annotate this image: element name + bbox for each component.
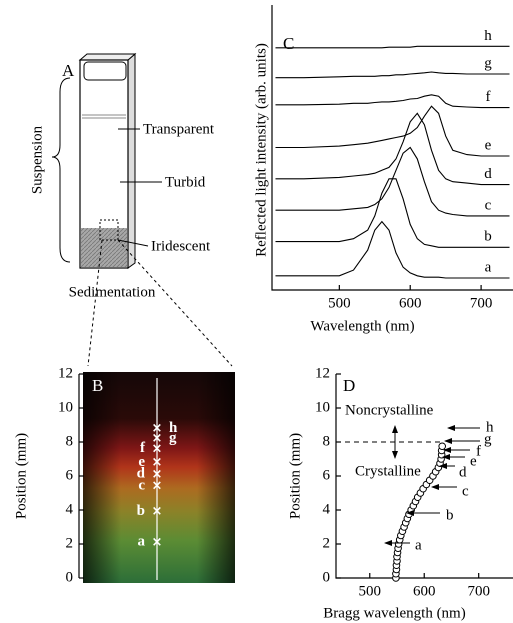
sediment: [81, 228, 127, 267]
point: [438, 442, 447, 451]
y-axis-label: Position (mm): [287, 433, 303, 519]
series-label: a: [485, 259, 492, 275]
label: Iridescent: [151, 238, 211, 254]
y-tick-label: 0: [66, 569, 74, 585]
photo-shade: [83, 372, 235, 583]
label: Transparent: [143, 121, 215, 137]
leader: [117, 239, 149, 247]
series-label: c: [485, 197, 492, 213]
label: Turbid: [165, 174, 206, 190]
spectrum: [275, 45, 510, 49]
brace: [51, 77, 71, 263]
tube-top: [78, 53, 137, 61]
spectrum: [275, 105, 510, 157]
marker: ×: [152, 467, 163, 482]
arrow-label: h: [486, 419, 494, 435]
marker-label: b: [137, 503, 145, 519]
arrow-label: e: [470, 453, 477, 469]
panel-label: B: [92, 376, 103, 395]
x-tick-label: 500: [359, 583, 382, 599]
marker: ×: [152, 431, 163, 446]
series-label: e: [485, 137, 492, 153]
spectrum: [275, 146, 510, 217]
panel-label: A: [62, 61, 75, 80]
marker-label: d: [137, 466, 146, 482]
y-tick-label: 12: [58, 365, 73, 381]
spectrum: [275, 112, 510, 186]
series-label: f: [486, 89, 491, 105]
axis-frame: [271, 5, 513, 291]
marker-label: a: [138, 534, 146, 550]
panel-label: D: [343, 376, 355, 395]
arrow-label: g: [484, 431, 492, 447]
x-tick-label: 700: [467, 583, 490, 599]
series-label: g: [484, 55, 492, 71]
spectrum: [275, 71, 510, 79]
y-axis-label: Position (mm): [13, 433, 29, 519]
label: Sedimentation: [69, 284, 156, 300]
panel-a: A Transparent Turbid Iridescent Suspensi…: [29, 52, 233, 367]
y-tick-label: 6: [66, 467, 74, 483]
y-tick-label: 12: [315, 365, 330, 381]
x-tick-label: 600: [413, 583, 436, 599]
x-axis-label: Bragg wavelength (nm): [323, 605, 465, 621]
marker: ×: [152, 421, 163, 436]
marker: ×: [152, 479, 163, 494]
y-tick-label: 10: [58, 399, 73, 415]
x-tick-label: 600: [399, 295, 422, 311]
region-label: Crystalline: [355, 463, 421, 479]
marker-label: e: [138, 454, 145, 470]
arrow-label: d: [459, 464, 467, 480]
marker-label: c: [138, 478, 145, 494]
y-tick-label: 4: [66, 501, 74, 517]
y-tick-label: 10: [315, 399, 330, 415]
x-axis-label: Wavelength (nm): [310, 318, 414, 334]
series-label: d: [484, 166, 492, 182]
marker: ×: [152, 535, 163, 550]
region-label: Noncrystalline: [345, 402, 434, 418]
tube-cap: [83, 61, 127, 81]
y-tick-label: 8: [66, 433, 74, 449]
arrow-label: b: [446, 507, 454, 523]
y-axis-label: Reflected light intensity (arb. units): [253, 43, 269, 257]
arrow-label: a: [415, 537, 422, 553]
marker-label: g: [169, 430, 177, 446]
marker: ×: [152, 455, 163, 470]
label: Suspension: [29, 125, 45, 194]
y-tick-label: 6: [323, 467, 331, 483]
spectrum: [275, 220, 510, 279]
tube-side: [127, 52, 136, 269]
zoom-box: [99, 219, 119, 241]
x-tick-label: 500: [328, 295, 351, 311]
spectrum: [275, 178, 510, 248]
x-tick-label: 700: [470, 295, 493, 311]
y-tick-label: 4: [323, 501, 331, 517]
series-label: b: [484, 229, 492, 245]
marker-label: h: [169, 420, 178, 436]
y-tick-label: 2: [323, 535, 331, 551]
zoom-line: [117, 239, 233, 367]
spectrum: [275, 94, 510, 109]
marker: ×: [152, 441, 163, 456]
y-tick-label: 2: [66, 535, 74, 551]
marker: ×: [152, 504, 163, 519]
arrow-label: c: [462, 483, 469, 499]
panel-label: C: [283, 34, 294, 53]
y-tick-label: 0: [323, 569, 331, 585]
marker-label: f: [140, 440, 146, 456]
y-tick-label: 8: [323, 433, 331, 449]
arrow-label: f: [476, 443, 481, 459]
series-label: h: [484, 28, 492, 44]
